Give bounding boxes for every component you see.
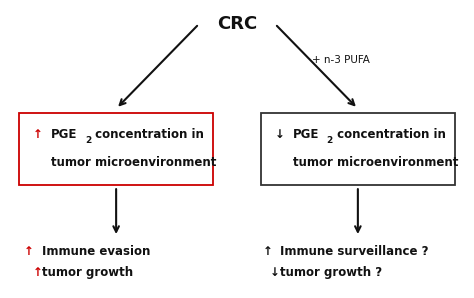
- Text: tumor growth: tumor growth: [42, 266, 133, 279]
- Text: concentration in: concentration in: [91, 128, 204, 141]
- Text: tumor microenvironment: tumor microenvironment: [293, 156, 458, 170]
- Text: CRC: CRC: [217, 15, 257, 33]
- Text: Immune surveillance ?: Immune surveillance ?: [280, 245, 428, 258]
- Text: concentration in: concentration in: [333, 128, 446, 141]
- FancyBboxPatch shape: [19, 113, 213, 185]
- Text: 2: 2: [327, 136, 333, 145]
- Text: tumor growth ?: tumor growth ?: [280, 266, 382, 279]
- Text: PGE: PGE: [293, 128, 319, 141]
- Text: ↑: ↑: [24, 245, 34, 258]
- Text: 2: 2: [85, 136, 91, 145]
- Text: ↑: ↑: [32, 266, 42, 279]
- Text: ↑: ↑: [33, 128, 43, 141]
- Text: Immune evasion: Immune evasion: [42, 245, 150, 258]
- Text: tumor microenvironment: tumor microenvironment: [51, 156, 217, 170]
- Text: + n-3 PUFA: + n-3 PUFA: [312, 55, 370, 65]
- Text: PGE: PGE: [51, 128, 78, 141]
- Text: ↓: ↓: [275, 128, 285, 141]
- FancyBboxPatch shape: [261, 113, 455, 185]
- Text: ↓: ↓: [270, 266, 280, 279]
- Text: ↑: ↑: [263, 245, 273, 258]
